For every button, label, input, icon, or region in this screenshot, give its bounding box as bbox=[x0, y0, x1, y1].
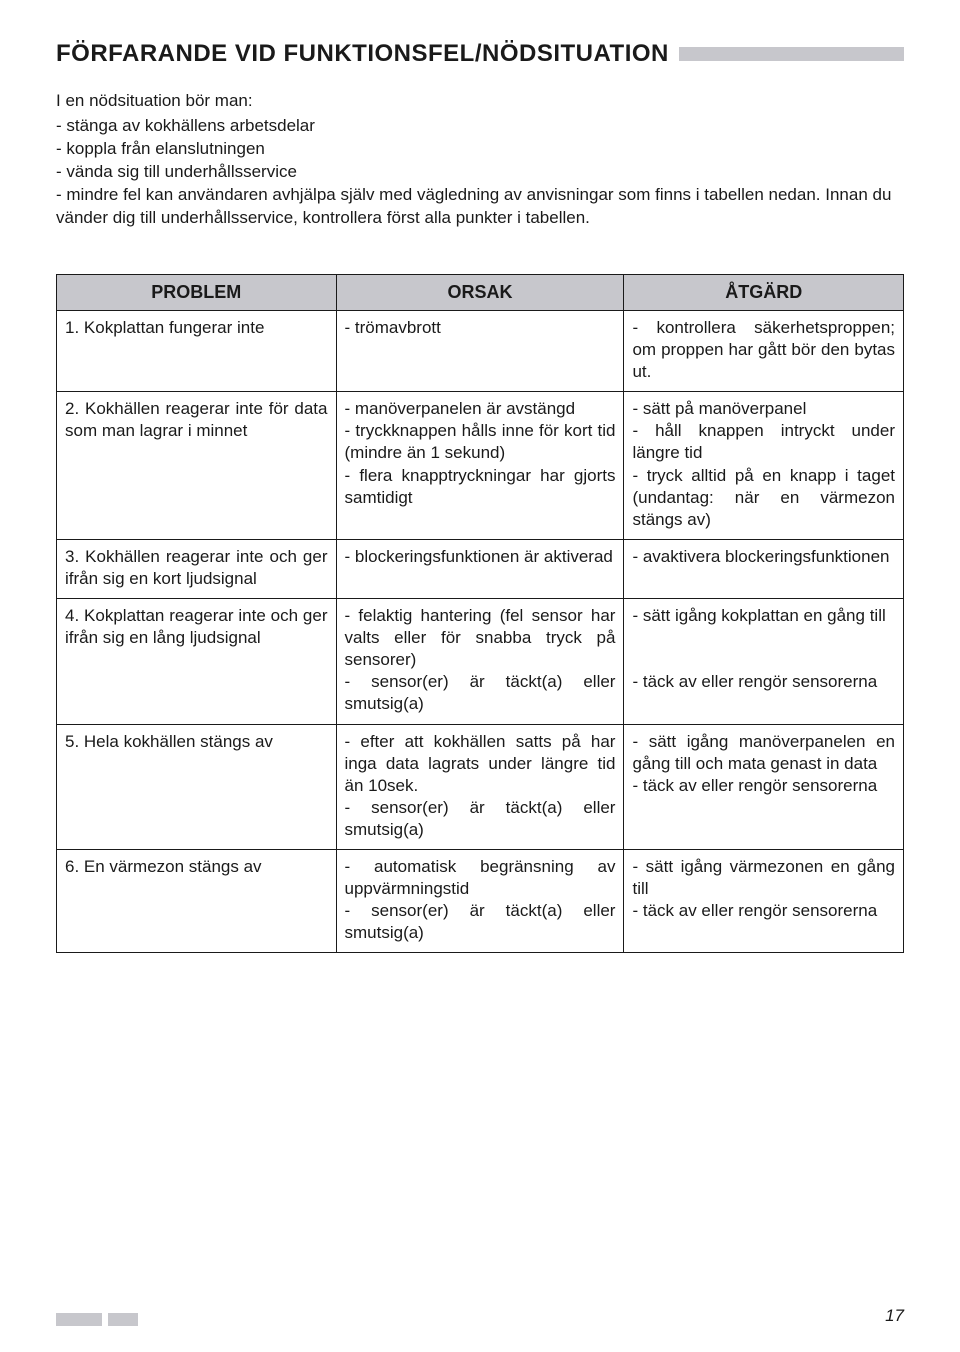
header-atgard: ÅTGÄRD bbox=[624, 274, 904, 310]
cell-atgard: - sätt igång kokplattan en gång till- tä… bbox=[624, 599, 904, 724]
cell-problem: 3. Kokhällen reagerar inte och ger ifrån… bbox=[57, 539, 337, 598]
cell-atgard: - sätt igång värmezonen en gång till- tä… bbox=[624, 849, 904, 952]
intro-bullet: - koppla från elanslutningen bbox=[56, 138, 904, 161]
table-row: 4. Kokplattan reagerar inte och ger ifrå… bbox=[57, 599, 904, 724]
footer-stripe bbox=[56, 1313, 102, 1326]
footer-right: 17 bbox=[885, 1306, 904, 1326]
header-problem: PROBLEM bbox=[57, 274, 337, 310]
intro-bullet: - vända sig till underhållsservice bbox=[56, 161, 904, 184]
cell-orsak: - trömavbrott bbox=[336, 311, 624, 392]
title-stripe bbox=[679, 47, 904, 61]
intro-block: I en nödsituation bör man: - stänga av k… bbox=[56, 90, 904, 230]
cell-problem: 1. Kokplattan fungerar inte bbox=[57, 311, 337, 392]
cell-atgard: - sätt på manöverpanel- håll knappen int… bbox=[624, 392, 904, 540]
footer-left-stripes bbox=[56, 1313, 148, 1326]
cell-orsak: - manöverpanelen är avstängd- tryckknapp… bbox=[336, 392, 624, 540]
page-title-bar: FÖRFARANDE VID FUNKTIONSFEL/NÖDSITUATION bbox=[56, 40, 904, 68]
intro-bullets: - stänga av kokhällens arbetsdelar - kop… bbox=[56, 115, 904, 230]
footer-stripe bbox=[108, 1313, 138, 1326]
cell-atgard: - sätt igång manöverpanelen en gång till… bbox=[624, 724, 904, 849]
table-row: 1. Kokplattan fungerar inte - trömavbrot… bbox=[57, 311, 904, 392]
cell-problem: 6. En värmezon stängs av bbox=[57, 849, 337, 952]
page-title: FÖRFARANDE VID FUNKTIONSFEL/NÖDSITUATION bbox=[56, 40, 669, 68]
table-row: 5. Hela kokhällen stängs av - efter att … bbox=[57, 724, 904, 849]
cell-orsak: - automatisk begränsning av uppvärmnings… bbox=[336, 849, 624, 952]
cell-orsak: - blockeringsfunktionen är aktiverad bbox=[336, 539, 624, 598]
page-number: 17 bbox=[885, 1306, 904, 1326]
intro-lead: I en nödsituation bör man: bbox=[56, 90, 904, 113]
table-row: 6. En värmezon stängs av - automatisk be… bbox=[57, 849, 904, 952]
intro-bullet: - mindre fel kan användaren avhjälpa sjä… bbox=[56, 184, 904, 230]
cell-problem: 5. Hela kokhällen stängs av bbox=[57, 724, 337, 849]
table-row: 2. Kokhällen reagerar inte för data som … bbox=[57, 392, 904, 540]
cell-atgard: - kontrollera säkerhetsproppen; om propp… bbox=[624, 311, 904, 392]
cell-problem: 2. Kokhällen reagerar inte för data som … bbox=[57, 392, 337, 540]
cell-orsak: - felaktig hantering (fel sensor har val… bbox=[336, 599, 624, 724]
troubleshoot-table: PROBLEM ORSAK ÅTGÄRD 1. Kokplattan funge… bbox=[56, 274, 904, 954]
cell-problem: 4. Kokplattan reagerar inte och ger ifrå… bbox=[57, 599, 337, 724]
intro-bullet: - stänga av kokhällens arbetsdelar bbox=[56, 115, 904, 138]
cell-atgard: - avaktivera blockeringsfunktionen bbox=[624, 539, 904, 598]
table-header-row: PROBLEM ORSAK ÅTGÄRD bbox=[57, 274, 904, 310]
header-orsak: ORSAK bbox=[336, 274, 624, 310]
table-row: 3. Kokhällen reagerar inte och ger ifrån… bbox=[57, 539, 904, 598]
cell-orsak: - efter att kokhällen satts på har inga … bbox=[336, 724, 624, 849]
